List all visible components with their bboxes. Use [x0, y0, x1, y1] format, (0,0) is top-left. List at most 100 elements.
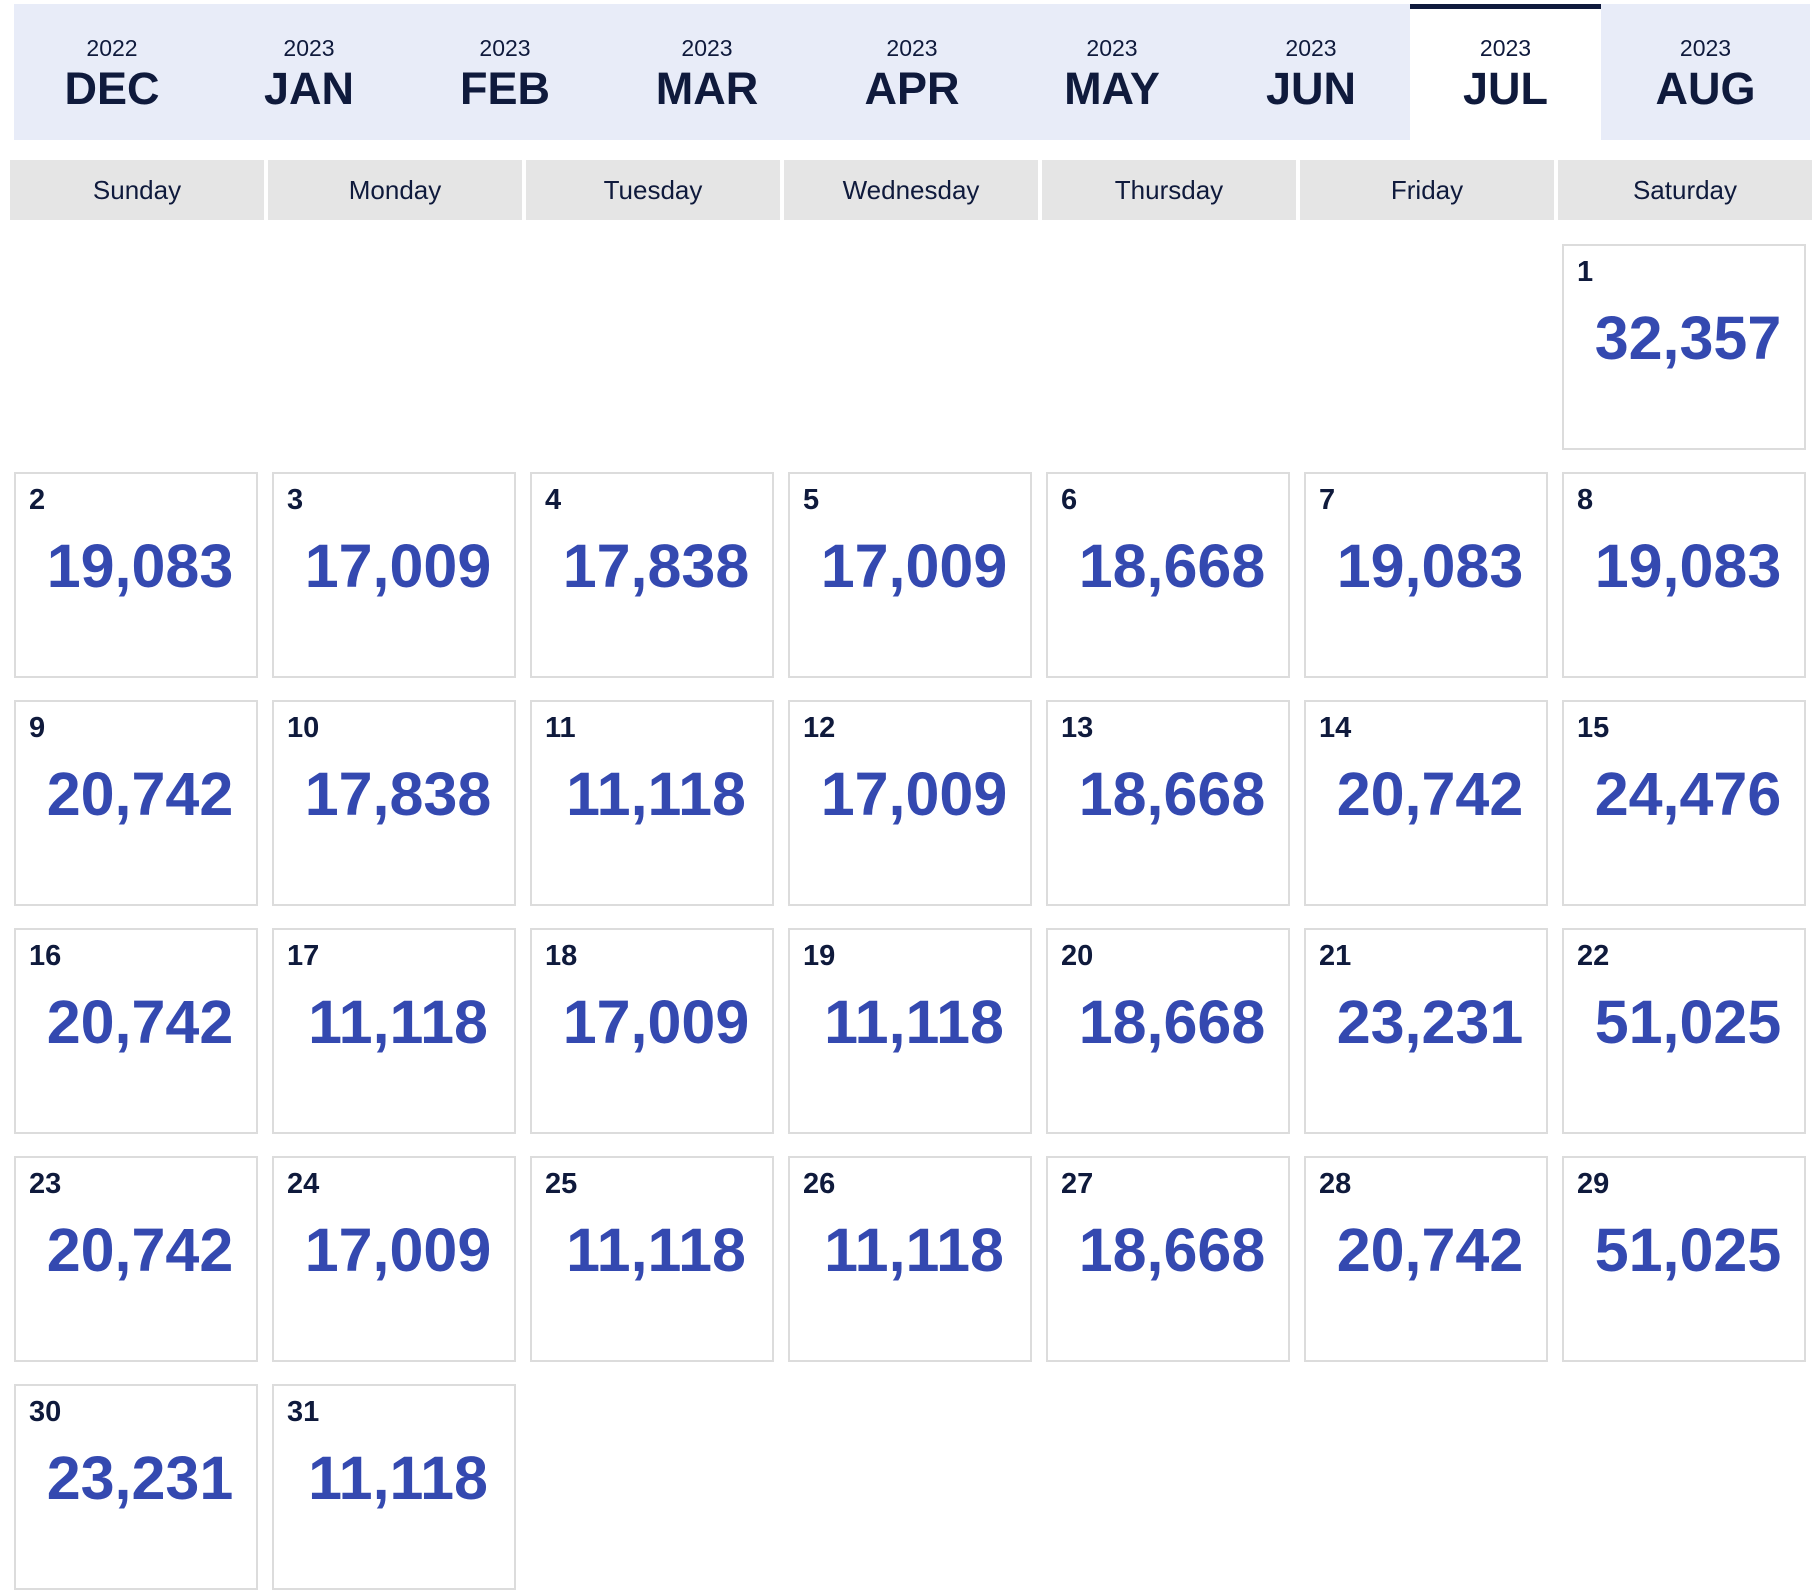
day-cell[interactable]: 7 19,083 [1304, 472, 1548, 678]
day-value: 20,742 [1336, 760, 1524, 828]
day-value: 18,668 [1078, 760, 1266, 828]
day-value: 18,668 [1078, 1216, 1266, 1284]
day-cell[interactable]: 23 20,742 [14, 1156, 258, 1362]
day-value: 17,009 [562, 988, 750, 1056]
month-tab-label: MAR [655, 63, 759, 114]
day-cell[interactable]: 13 18,668 [1046, 700, 1290, 906]
day-number: 20 [1061, 940, 1094, 972]
month-tab-label: JUL [1462, 63, 1548, 114]
month-tab-year: 2023 [1679, 35, 1732, 61]
day-cell[interactable]: 14 20,742 [1304, 700, 1548, 906]
day-value: 17,009 [820, 760, 1008, 828]
day-cell[interactable]: 17 11,118 [272, 928, 516, 1134]
day-cell[interactable]: 29 51,025 [1562, 1156, 1806, 1362]
month-tab-year: 2023 [886, 35, 938, 61]
day-number: 18 [545, 940, 578, 972]
day-cell[interactable]: 19 11,118 [788, 928, 1032, 1134]
month-tab-label: AUG [1655, 63, 1756, 114]
month-tab-year: 2023 [1086, 35, 1138, 61]
day-cell[interactable]: 24 17,009 [272, 1156, 516, 1362]
weekday-header-row: Sunday Monday Tuesday Wednesday Thursday Frid… [10, 160, 1812, 220]
month-tab-year: 2023 [681, 35, 733, 61]
day-number: 9 [29, 712, 46, 744]
weekday-header-sunday: Sunday [10, 160, 264, 220]
day-number: 2 [29, 484, 46, 516]
day-value: 11,118 [566, 760, 746, 828]
day-cell[interactable]: 2 19,083 [14, 472, 258, 678]
day-value: 11,118 [566, 1216, 746, 1284]
month-tab-label: JUN [1265, 63, 1357, 114]
day-cell[interactable]: 18 17,009 [530, 928, 774, 1134]
day-number: 31 [287, 1396, 320, 1428]
day-number: 21 [1319, 940, 1352, 972]
month-tab-dec[interactable]: 2022 DEC [14, 4, 210, 140]
day-number: 14 [1319, 712, 1352, 744]
day-cell[interactable]: 10 17,838 [272, 700, 516, 906]
day-cell[interactable]: 25 11,118 [530, 1156, 774, 1362]
month-tab-year: 2023 [283, 35, 335, 61]
day-cell[interactable]: 3 17,009 [272, 472, 516, 678]
day-value: 11,118 [308, 1444, 488, 1512]
day-cell[interactable]: 16 20,742 [14, 928, 258, 1134]
day-cell[interactable]: 30 23,231 [14, 1384, 258, 1590]
day-cell[interactable]: 11 11,118 [530, 700, 774, 906]
day-value: 17,838 [304, 760, 492, 828]
day-value: 11,118 [824, 988, 1004, 1056]
month-tab-feb[interactable]: 2023 FEB [408, 4, 602, 140]
day-value: 23,231 [46, 1444, 234, 1512]
day-value: 20,742 [46, 1216, 234, 1284]
day-number: 24 [287, 1168, 320, 1200]
day-number: 22 [1577, 940, 1610, 972]
month-tab-label: DEC [64, 63, 160, 114]
day-cell[interactable]: 6 18,668 [1046, 472, 1290, 678]
day-cell[interactable]: 28 20,742 [1304, 1156, 1548, 1362]
day-cell[interactable]: 12 17,009 [788, 700, 1032, 906]
weekday-header-wednesday: Wednesday [784, 160, 1038, 220]
day-cell[interactable]: 15 24,476 [1562, 700, 1806, 906]
month-tab-jul[interactable]: 2023 JUL [1410, 4, 1601, 140]
day-cell[interactable]: 21 23,231 [1304, 928, 1548, 1134]
month-tab-label: MAY [1064, 63, 1160, 114]
month-tab-may[interactable]: 2023 MAY [1012, 4, 1212, 140]
day-number: 16 [29, 940, 62, 972]
day-value: 19,083 [1336, 532, 1524, 600]
month-tab-apr[interactable]: 2023 APR [812, 4, 1012, 140]
day-number: 13 [1061, 712, 1094, 744]
day-number: 6 [1061, 484, 1078, 516]
day-number: 26 [803, 1168, 836, 1200]
day-number: 3 [287, 484, 304, 516]
day-value: 51,025 [1594, 1216, 1782, 1284]
day-value: 20,742 [46, 760, 234, 828]
day-number: 25 [545, 1168, 578, 1200]
month-tab-year: 2022 [86, 35, 138, 61]
day-cell[interactable]: 4 17,838 [530, 472, 774, 678]
day-number: 1 [1577, 256, 1594, 288]
day-value: 11,118 [308, 988, 488, 1056]
day-cell[interactable]: 9 20,742 [14, 700, 258, 906]
weekday-header-thursday: Thursday [1042, 160, 1296, 220]
month-tab-label: FEB [460, 63, 550, 114]
month-tab-year: 2023 [479, 35, 531, 61]
weekday-header-saturday: Saturday [1558, 160, 1812, 220]
day-value: 51,025 [1594, 988, 1782, 1056]
day-number: 30 [29, 1396, 62, 1428]
day-number: 7 [1319, 484, 1336, 516]
month-tab-aug[interactable]: 2023 AUG [1601, 4, 1810, 140]
month-tab-bar: 2022 DEC 2023 JAN 2023 FEB 2023 MAR 2023 APR 2023 M… [14, 4, 1810, 140]
day-cell[interactable]: 22 51,025 [1562, 928, 1806, 1134]
day-cell[interactable]: 20 18,668 [1046, 928, 1290, 1134]
day-number: 8 [1577, 484, 1594, 516]
day-number: 27 [1061, 1168, 1094, 1200]
month-tab-jun[interactable]: 2023 JUN [1212, 4, 1410, 140]
day-cell[interactable]: 5 17,009 [788, 472, 1032, 678]
weekday-header-friday: Friday [1300, 160, 1554, 220]
day-cell[interactable]: 27 18,668 [1046, 1156, 1290, 1362]
day-value: 20,742 [1336, 1216, 1524, 1284]
day-cell[interactable]: 26 11,118 [788, 1156, 1032, 1362]
month-tab-jan[interactable]: 2023 JAN [210, 4, 408, 140]
day-cell[interactable]: 1 32,357 [1562, 244, 1806, 450]
day-cell[interactable]: 31 11,118 [272, 1384, 516, 1590]
month-tab-mar[interactable]: 2023 MAR [602, 4, 812, 140]
day-cell[interactable]: 8 19,083 [1562, 472, 1806, 678]
